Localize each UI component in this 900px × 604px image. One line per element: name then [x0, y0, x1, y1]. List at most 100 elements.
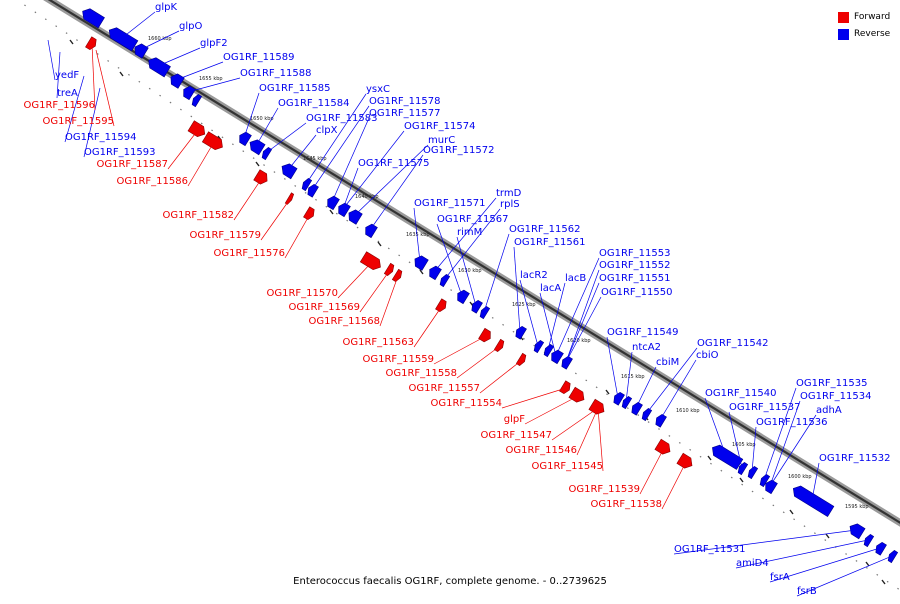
reverse-gene — [184, 86, 196, 100]
forward-gene — [86, 37, 97, 50]
gene-label: OG1RF_11559 — [363, 354, 435, 365]
scale-label: 1605 kbp — [732, 442, 756, 448]
reverse-gene — [534, 340, 544, 352]
gene-label: OG1RF_11551 — [599, 273, 671, 284]
forward-gene — [479, 328, 491, 342]
scale-label: 1610 kbp — [676, 408, 700, 414]
backbone-shadow — [40, 0, 900, 530]
gene-label: OG1RF_11532 — [819, 453, 891, 464]
forward-gene — [494, 339, 504, 351]
leader-line — [360, 270, 390, 312]
gene-label: OG1RF_11539 — [569, 484, 641, 495]
gene-label: OG1RF_11595 — [43, 116, 115, 127]
tick-dash — [120, 72, 123, 76]
gene-label: OG1RF_11550 — [601, 287, 673, 298]
gene-label: OG1RF_11587 — [97, 159, 169, 170]
reverse-gene — [748, 466, 758, 478]
tick-dash — [330, 210, 333, 214]
gene-label: OG1RF_11570 — [267, 288, 339, 299]
legend-forward-swatch — [838, 12, 849, 23]
reverse-gene — [250, 140, 265, 155]
forward-gene — [677, 453, 692, 468]
gene-label: OG1RF_11575 — [358, 158, 430, 169]
reverse-gene — [850, 524, 865, 539]
gene-label: OG1RF_11542 — [697, 338, 769, 349]
forward-gene — [254, 170, 267, 184]
gene-label: lacB — [565, 273, 586, 284]
legend-reverse-label: Reverse — [854, 29, 890, 39]
scale-label: 1635 kbp — [406, 232, 430, 238]
gene-label: OG1RF_11561 — [514, 237, 586, 248]
gene-label: OG1RF_11588 — [240, 68, 312, 79]
reverse-gene — [349, 210, 362, 224]
gene-label: OG1RF_11594 — [65, 132, 137, 143]
gene-label: OG1RF_11584 — [278, 98, 350, 109]
leader-line — [525, 396, 578, 424]
gene-label: OG1RF_11537 — [729, 402, 801, 413]
leader-line — [96, 50, 114, 126]
reverse-gene — [458, 290, 470, 304]
tick-dash — [420, 270, 423, 274]
tick-dash — [606, 390, 609, 394]
tick-dash — [740, 478, 743, 482]
reverse-gene — [516, 326, 527, 339]
reverse-gene — [632, 402, 643, 415]
reverse-gene — [712, 445, 742, 469]
tick-dash — [70, 40, 73, 44]
forward-gene — [285, 193, 294, 205]
reverse-gene — [656, 414, 667, 427]
tick-dash — [256, 162, 259, 166]
reverse-gene — [366, 224, 378, 238]
gene-label: rimM — [457, 227, 482, 238]
gene-label: lacR2 — [520, 270, 548, 281]
gene-label: OG1RF_11596 — [24, 100, 96, 111]
gene-label: OG1RF_11553 — [599, 248, 671, 259]
leader-line — [338, 262, 372, 298]
gene-label: OG1RF_11578 — [369, 96, 441, 107]
gene-label: OG1RF_11576 — [214, 248, 286, 259]
gene-label: OG1RF_11589 — [223, 52, 295, 63]
legend-reverse-swatch — [838, 29, 849, 40]
leader-line — [566, 297, 601, 362]
tick-dash — [708, 456, 711, 460]
gene-label: OG1RF_11546 — [506, 445, 578, 456]
gene-label: OG1RF_11545 — [532, 461, 604, 472]
gene-label: glpF2 — [200, 38, 228, 49]
reverse-gene — [282, 164, 297, 179]
scale-label: 1655 kbp — [199, 76, 223, 82]
scale-label: 1595 kbp — [845, 504, 869, 510]
gene-label: glpF — [504, 414, 525, 425]
leader-line — [122, 12, 155, 38]
reverse-gene — [888, 550, 898, 562]
leader-line — [188, 142, 214, 186]
reverse-gene — [472, 300, 483, 313]
leader-line — [640, 448, 664, 494]
gene-label: OG1RF_11552 — [599, 260, 671, 271]
scale-label: 1625 kbp — [512, 302, 536, 308]
leader-line — [457, 346, 500, 378]
genome-caption: Enterococcus faecalis OG1RF, complete ge… — [0, 576, 900, 587]
tick-dash — [826, 534, 829, 538]
forward-gene — [392, 269, 402, 281]
gene-label: amiD4 — [736, 558, 769, 569]
gene-label: OG1RF_11585 — [259, 83, 331, 94]
forward-gene — [202, 132, 222, 150]
leader-line — [480, 360, 522, 393]
gene-label: adhA — [816, 405, 842, 416]
gene-label: OG1RF_11536 — [756, 417, 828, 428]
legend: Forward Reverse — [838, 9, 890, 43]
gene-label: OG1RF_11549 — [607, 327, 679, 338]
gene-label: OG1RF_11531 — [674, 544, 746, 555]
gene-label: OG1RF_11582 — [163, 210, 235, 221]
gene-label: treA — [57, 88, 78, 99]
scale-label: 1600 kbp — [788, 474, 812, 480]
leader-line — [662, 462, 686, 509]
forward-gene — [560, 381, 571, 394]
gene-label: fsrB — [797, 586, 817, 597]
legend-forward: Forward — [838, 9, 890, 25]
gene-label: glpK — [155, 2, 177, 13]
gene-label: OG1RF_11568 — [309, 316, 381, 327]
gene-label: ysxC — [366, 84, 390, 95]
reverse-gene — [171, 74, 184, 88]
